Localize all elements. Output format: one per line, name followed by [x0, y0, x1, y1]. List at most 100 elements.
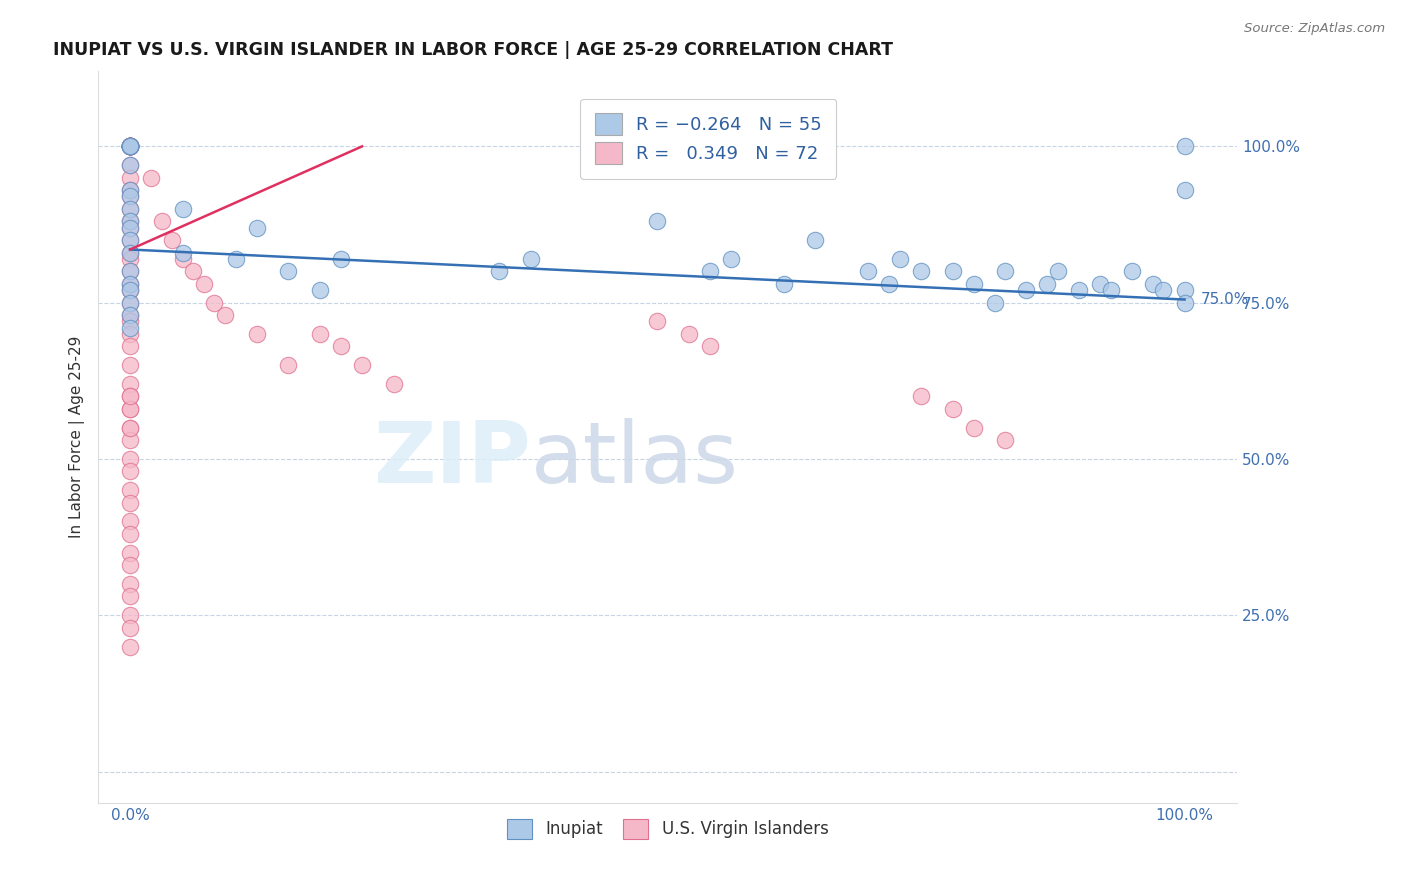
- Point: [488, 264, 510, 278]
- Point: [942, 401, 965, 416]
- Point: [120, 158, 141, 172]
- Point: [120, 245, 141, 260]
- Point: [647, 214, 669, 228]
- Point: [246, 326, 269, 341]
- Text: ZIP: ZIP: [374, 417, 531, 500]
- Point: [994, 264, 1017, 278]
- Point: [120, 139, 141, 153]
- Point: [910, 389, 932, 403]
- Point: [647, 314, 669, 328]
- Text: Source: ZipAtlas.com: Source: ZipAtlas.com: [1244, 22, 1385, 36]
- Point: [942, 264, 965, 278]
- Point: [150, 214, 173, 228]
- Point: [120, 308, 141, 322]
- Point: [162, 233, 183, 247]
- Point: [120, 277, 141, 291]
- Point: [172, 252, 194, 266]
- Point: [1174, 183, 1197, 197]
- Point: [120, 434, 141, 448]
- Point: [994, 434, 1017, 448]
- Point: [277, 358, 299, 372]
- Point: [382, 376, 405, 391]
- Text: 75.0%: 75.0%: [1201, 292, 1249, 307]
- Point: [120, 252, 141, 266]
- Point: [193, 277, 215, 291]
- Point: [120, 202, 141, 216]
- Point: [773, 277, 796, 291]
- Point: [120, 264, 141, 278]
- Point: [309, 326, 332, 341]
- Point: [120, 183, 141, 197]
- Point: [1069, 283, 1091, 297]
- Point: [1174, 283, 1197, 297]
- Point: [520, 252, 543, 266]
- Point: [1121, 264, 1143, 278]
- Point: [120, 189, 141, 203]
- Point: [120, 389, 141, 403]
- Point: [699, 339, 721, 353]
- Point: [120, 420, 141, 434]
- Point: [1153, 283, 1175, 297]
- Point: [120, 214, 141, 228]
- Point: [120, 401, 141, 416]
- Point: [120, 139, 141, 153]
- Point: [962, 420, 984, 434]
- Point: [120, 314, 141, 328]
- Point: [1174, 295, 1197, 310]
- Point: [699, 264, 721, 278]
- Point: [120, 139, 141, 153]
- Point: [120, 139, 141, 153]
- Point: [225, 252, 247, 266]
- Point: [309, 283, 332, 297]
- Point: [120, 139, 141, 153]
- Point: [1015, 283, 1038, 297]
- Point: [120, 339, 141, 353]
- Point: [804, 233, 827, 247]
- Text: atlas: atlas: [531, 417, 740, 500]
- Point: [330, 339, 353, 353]
- Point: [246, 220, 269, 235]
- Point: [120, 220, 141, 235]
- Point: [120, 139, 141, 153]
- Point: [877, 277, 901, 291]
- Point: [120, 139, 141, 153]
- Point: [277, 264, 299, 278]
- Point: [910, 264, 932, 278]
- Text: INUPIAT VS U.S. VIRGIN ISLANDER IN LABOR FORCE | AGE 25-29 CORRELATION CHART: INUPIAT VS U.S. VIRGIN ISLANDER IN LABOR…: [53, 41, 893, 59]
- Point: [120, 590, 141, 604]
- Point: [120, 214, 141, 228]
- Point: [120, 139, 141, 153]
- Point: [120, 483, 141, 498]
- Point: [330, 252, 353, 266]
- Point: [1099, 283, 1122, 297]
- Legend: Inupiat, U.S. Virgin Islanders: Inupiat, U.S. Virgin Islanders: [501, 812, 835, 846]
- Point: [120, 515, 141, 529]
- Point: [120, 139, 141, 153]
- Point: [120, 558, 141, 573]
- Point: [120, 233, 141, 247]
- Point: [983, 295, 1005, 310]
- Point: [120, 389, 141, 403]
- Point: [120, 577, 141, 591]
- Point: [1036, 277, 1059, 291]
- Point: [120, 220, 141, 235]
- Point: [120, 401, 141, 416]
- Point: [120, 452, 141, 467]
- Point: [120, 295, 141, 310]
- Point: [120, 189, 141, 203]
- Point: [120, 139, 141, 153]
- Point: [720, 252, 742, 266]
- Point: [141, 170, 163, 185]
- Point: [120, 245, 141, 260]
- Point: [120, 283, 141, 297]
- Point: [120, 139, 141, 153]
- Point: [120, 320, 141, 334]
- Point: [183, 264, 205, 278]
- Point: [120, 283, 141, 297]
- Y-axis label: In Labor Force | Age 25-29: In Labor Force | Age 25-29: [69, 336, 84, 538]
- Point: [120, 139, 141, 153]
- Point: [856, 264, 880, 278]
- Point: [120, 546, 141, 560]
- Point: [120, 170, 141, 185]
- Point: [120, 308, 141, 322]
